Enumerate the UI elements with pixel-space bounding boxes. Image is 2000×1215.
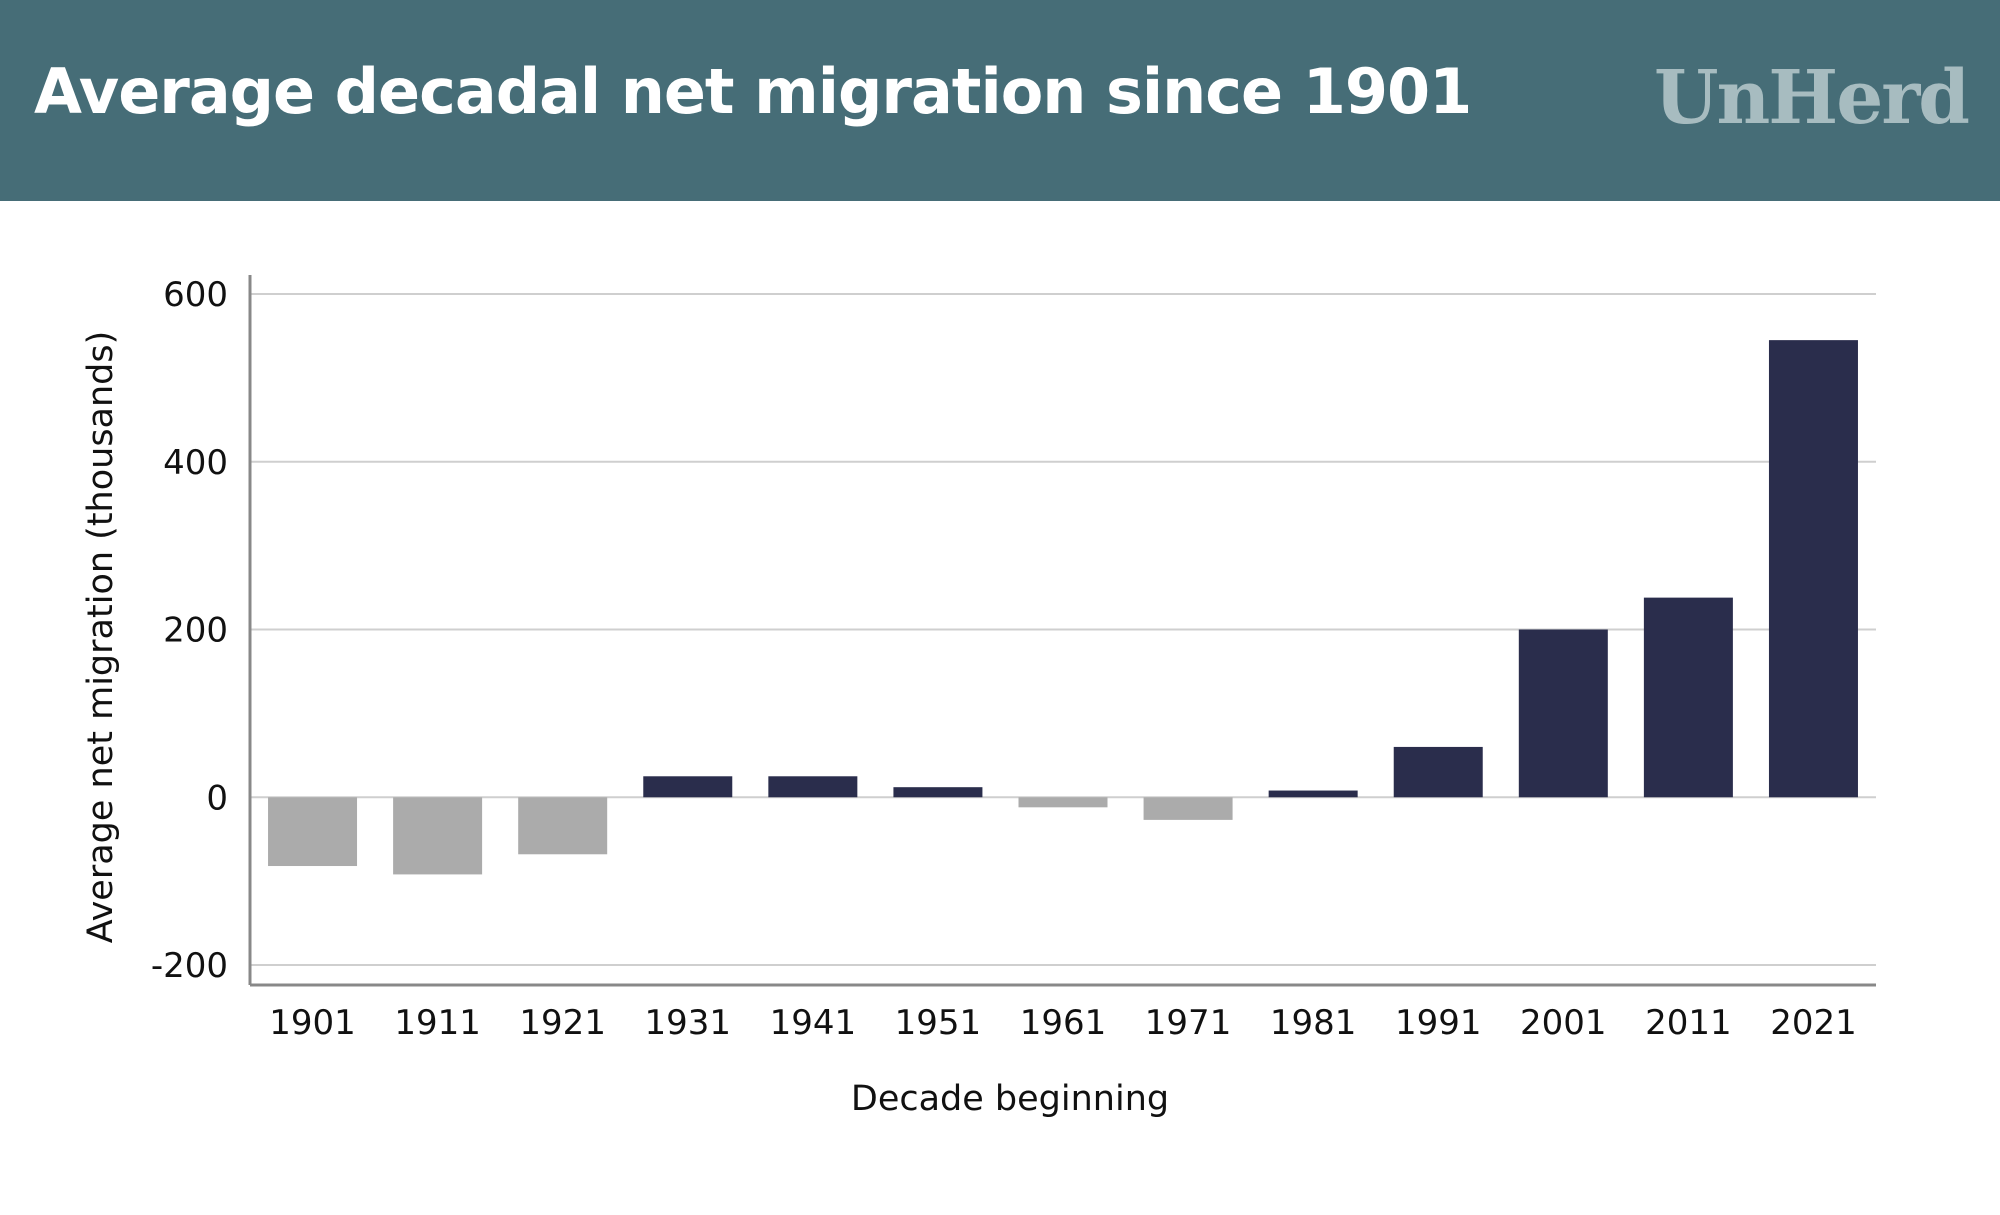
x-tick-label: 2011 [1645,1003,1732,1043]
bar-1941 [768,776,858,798]
x-tick-label: 1991 [1395,1003,1482,1043]
x-tick-label: 1971 [1145,1003,1232,1043]
bar-1951 [893,787,983,798]
x-tick-label: 1901 [269,1003,356,1043]
bar-1911 [393,797,483,875]
header-banner: Average decadal net migration since 1901… [0,0,2000,201]
x-tick-label: 2001 [1520,1003,1607,1043]
x-tick-label: 1911 [394,1003,481,1043]
unherd-logo: UnHerd [1653,55,1970,141]
x-tick-label: 1931 [645,1003,732,1043]
bar-1971 [1143,797,1233,820]
y-tick-label: 400 [163,443,228,483]
x-tick-labels: 1901 1911 1921 1931 1941 1951 1961 1971 1981 1991… [269,1003,1856,1043]
bar-1931 [643,776,733,798]
bar-1961 [1018,797,1108,808]
y-tick-label: 200 [163,611,228,651]
axes [248,275,1876,987]
bar-2001 [1518,629,1608,798]
y-tick-label: 600 [163,275,228,315]
x-axis-label: Decade beginning [851,1079,1169,1119]
bar-2021 [1768,340,1858,798]
chart-title: Average decadal net migration since 1901 [34,55,1472,128]
bar-1991 [1393,746,1483,798]
gridlines [250,293,1876,966]
bar-1981 [1268,790,1358,798]
y-tick-label: 0 [206,778,228,818]
y-axis-label: Average net migration (thousands) [81,331,121,944]
y-tick-label: -200 [151,946,228,986]
x-tick-label: 1941 [770,1003,857,1043]
x-tick-label: 2021 [1770,1003,1857,1043]
y-tick-labels: -200 0 200 400 600 [151,275,228,986]
bar-2011 [1643,597,1733,798]
bar-1901 [268,797,358,867]
x-tick-label: 1981 [1270,1003,1357,1043]
bars [268,340,1858,875]
x-tick-label: 1921 [519,1003,606,1043]
bar-1921 [518,797,608,855]
x-tick-label: 1961 [1020,1003,1107,1043]
x-tick-label: 1951 [895,1003,982,1043]
